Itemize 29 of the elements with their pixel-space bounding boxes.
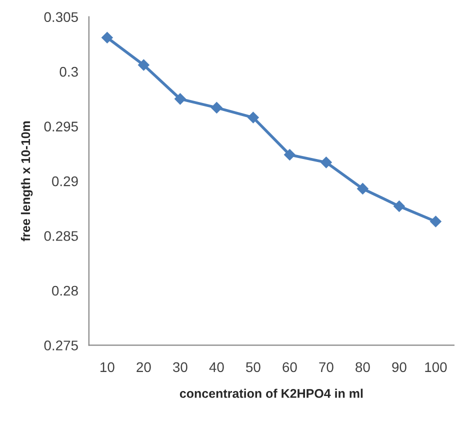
x-tick-label: 50: [246, 362, 260, 372]
point: [320, 156, 332, 168]
x-tick-label: 80: [356, 362, 370, 372]
x-axis-title: concentration of K2HPO4 in ml: [180, 388, 363, 398]
point: [284, 149, 296, 160]
x-tick-label: 40: [209, 362, 224, 372]
y-tick-label: 0.29: [52, 176, 78, 186]
x-tick-label: 100: [425, 362, 447, 372]
y-tick-label: 0.275: [44, 340, 78, 350]
point: [430, 216, 442, 228]
x-tick-label: 70: [319, 362, 334, 372]
point: [394, 200, 405, 212]
x-tick-label: 30: [172, 362, 188, 372]
y-axis-title: free length x 10-10m: [20, 121, 33, 242]
x-tick-label: 90: [392, 362, 406, 372]
y-tick-label: 0.295: [44, 122, 78, 132]
x-tick-label: 10: [100, 362, 114, 372]
point: [174, 93, 186, 105]
x-tick-label: 60: [282, 362, 297, 372]
point: [211, 102, 222, 114]
point: [248, 112, 259, 124]
point: [357, 183, 368, 194]
point: [138, 59, 150, 71]
point: [102, 32, 113, 44]
x-tick-label: 20: [136, 362, 151, 372]
y-tick-label: 0.305: [44, 12, 78, 22]
y-tick-label: 0.3: [60, 66, 78, 77]
y-tick-label: 0.28: [52, 286, 78, 296]
y-tick-label: 0.285: [44, 231, 78, 241]
